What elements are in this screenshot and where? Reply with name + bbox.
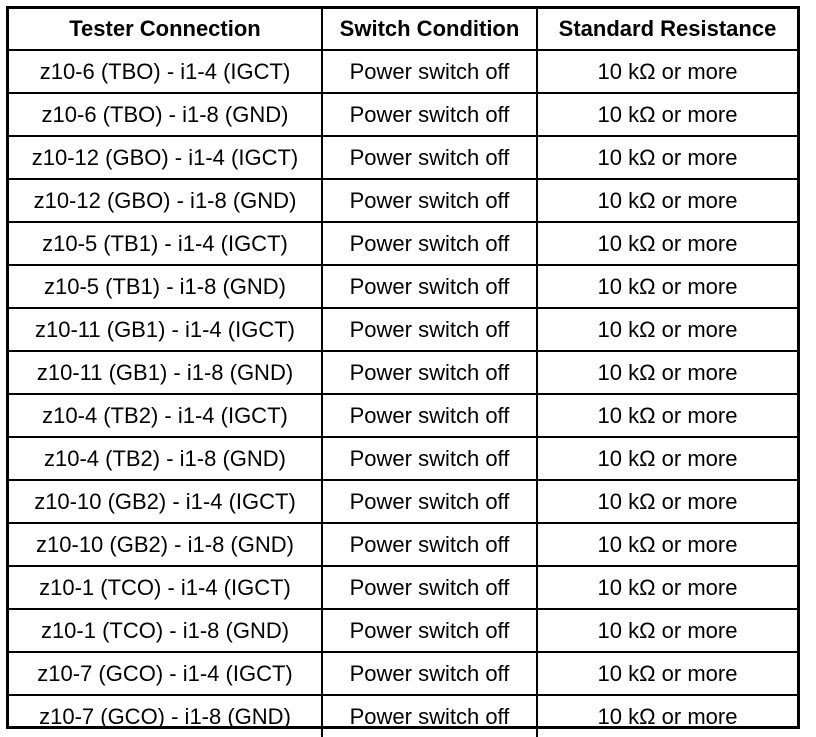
table-row: z10-7 (GCO) - i1-4 (IGCT) Power switch of…: [9, 651, 797, 696]
switch-condition-cell: Power switch off: [321, 49, 538, 94]
switch-condition-cell: Power switch off: [321, 135, 538, 180]
standard-resistance-cell: 10 kΩ or more: [536, 522, 797, 567]
switch-condition-cell: Power switch off: [321, 307, 538, 352]
table-row: z10-10 (GB2) - i1-8 (GND) Power switch of…: [9, 522, 797, 567]
table-row: z10-5 (TB1) - i1-4 (IGCT) Power switch of…: [9, 221, 797, 266]
tester-connection-cell: z10-11 (GB1) - i1-4 (IGCT): [9, 307, 323, 352]
tester-connection-cell: z10-10 (GB2) - i1-4 (IGCT): [9, 479, 323, 524]
tester-connection-cell: z10-4 (TB2) - i1-4 (IGCT): [9, 393, 323, 438]
header-standard-resistance: Standard Resistance: [536, 9, 797, 51]
header-switch-condition: Switch Condition: [321, 9, 538, 51]
standard-resistance-cell: 10 kΩ or more: [536, 135, 797, 180]
resistance-spec-table: Tester Connection Switch Condition Stand…: [9, 9, 797, 737]
standard-resistance-cell: 10 kΩ or more: [536, 92, 797, 137]
table-row: z10-4 (TB2) - i1-8 (GND) Power switch off…: [9, 436, 797, 481]
standard-resistance-cell: 10 kΩ or more: [536, 436, 797, 481]
table-row: z10-10 (GB2) - i1-4 (IGCT) Power switch o…: [9, 479, 797, 524]
standard-resistance-cell: 10 kΩ or more: [536, 565, 797, 610]
table-row: z10-12 (GBO) - i1-8 (GND) Power switch of…: [9, 178, 797, 223]
tester-connection-cell: z10-6 (TBO) - i1-8 (GND): [9, 92, 323, 137]
switch-condition-cell: Power switch off: [321, 608, 538, 653]
table-row: z10-4 (TB2) - i1-4 (IGCT) Power switch of…: [9, 393, 797, 438]
table-row: z10-12 (GBO) - i1-4 (IGCT) Power switch o…: [9, 135, 797, 180]
switch-condition-cell: Power switch off: [321, 436, 538, 481]
tester-connection-cell: z10-1 (TCO) - i1-8 (GND): [9, 608, 323, 653]
standard-resistance-cell: 10 kΩ or more: [536, 393, 797, 438]
switch-condition-cell: Power switch off: [321, 350, 538, 395]
table-header-row: Tester Connection Switch Condition Stand…: [9, 9, 797, 51]
standard-resistance-cell: 10 kΩ or more: [536, 264, 797, 309]
standard-resistance-cell: 10 kΩ or more: [536, 307, 797, 352]
table-row: z10-1 (TCO) - i1-8 (GND) Power switch off…: [9, 608, 797, 653]
switch-condition-cell: Power switch off: [321, 522, 538, 567]
tester-connection-cell: z10-5 (TB1) - i1-4 (IGCT): [9, 221, 323, 266]
switch-condition-cell: Power switch off: [321, 393, 538, 438]
standard-resistance-cell: 10 kΩ or more: [536, 694, 797, 737]
tester-connection-cell: z10-12 (GBO) - i1-4 (IGCT): [9, 135, 323, 180]
table-body: z10-6 (TBO) - i1-4 (IGCT) Power switch of…: [9, 49, 797, 737]
switch-condition-cell: Power switch off: [321, 479, 538, 524]
tester-connection-cell: z10-4 (TB2) - i1-8 (GND): [9, 436, 323, 481]
switch-condition-cell: Power switch off: [321, 694, 538, 737]
table-row: z10-11 (GB1) - i1-8 (GND) Power switch of…: [9, 350, 797, 395]
header-tester-connection: Tester Connection: [9, 9, 323, 51]
tester-connection-cell: z10-7 (GCO) - i1-4 (IGCT): [9, 651, 323, 696]
tester-connection-cell: z10-11 (GB1) - i1-8 (GND): [9, 350, 323, 395]
standard-resistance-cell: 10 kΩ or more: [536, 608, 797, 653]
resistance-spec-table-frame: Tester Connection Switch Condition Stand…: [6, 6, 800, 737]
switch-condition-cell: Power switch off: [321, 92, 538, 137]
tester-connection-cell: z10-10 (GB2) - i1-8 (GND): [9, 522, 323, 567]
standard-resistance-cell: 10 kΩ or more: [536, 479, 797, 524]
table-row: z10-7 (GCO) - i1-8 (GND) Power switch off…: [9, 694, 797, 737]
switch-condition-cell: Power switch off: [321, 651, 538, 696]
table-row: z10-1 (TCO) - i1-4 (IGCT) Power switch of…: [9, 565, 797, 610]
standard-resistance-cell: 10 kΩ or more: [536, 49, 797, 94]
standard-resistance-cell: 10 kΩ or more: [536, 651, 797, 696]
tester-connection-cell: z10-1 (TCO) - i1-4 (IGCT): [9, 565, 323, 610]
table-row: z10-6 (TBO) - i1-4 (IGCT) Power switch of…: [9, 49, 797, 94]
switch-condition-cell: Power switch off: [321, 264, 538, 309]
table-row: z10-5 (TB1) - i1-8 (GND) Power switch off…: [9, 264, 797, 309]
tester-connection-cell: z10-7 (GCO) - i1-8 (GND): [9, 694, 323, 737]
standard-resistance-cell: 10 kΩ or more: [536, 221, 797, 266]
tester-connection-cell: z10-5 (TB1) - i1-8 (GND): [9, 264, 323, 309]
table-row: z10-11 (GB1) - i1-4 (IGCT) Power switch o…: [9, 307, 797, 352]
table-row: z10-6 (TBO) - i1-8 (GND) Power switch off…: [9, 92, 797, 137]
standard-resistance-cell: 10 kΩ or more: [536, 178, 797, 223]
standard-resistance-cell: 10 kΩ or more: [536, 350, 797, 395]
tester-connection-cell: z10-6 (TBO) - i1-4 (IGCT): [9, 49, 323, 94]
switch-condition-cell: Power switch off: [321, 178, 538, 223]
switch-condition-cell: Power switch off: [321, 221, 538, 266]
switch-condition-cell: Power switch off: [321, 565, 538, 610]
tester-connection-cell: z10-12 (GBO) - i1-8 (GND): [9, 178, 323, 223]
